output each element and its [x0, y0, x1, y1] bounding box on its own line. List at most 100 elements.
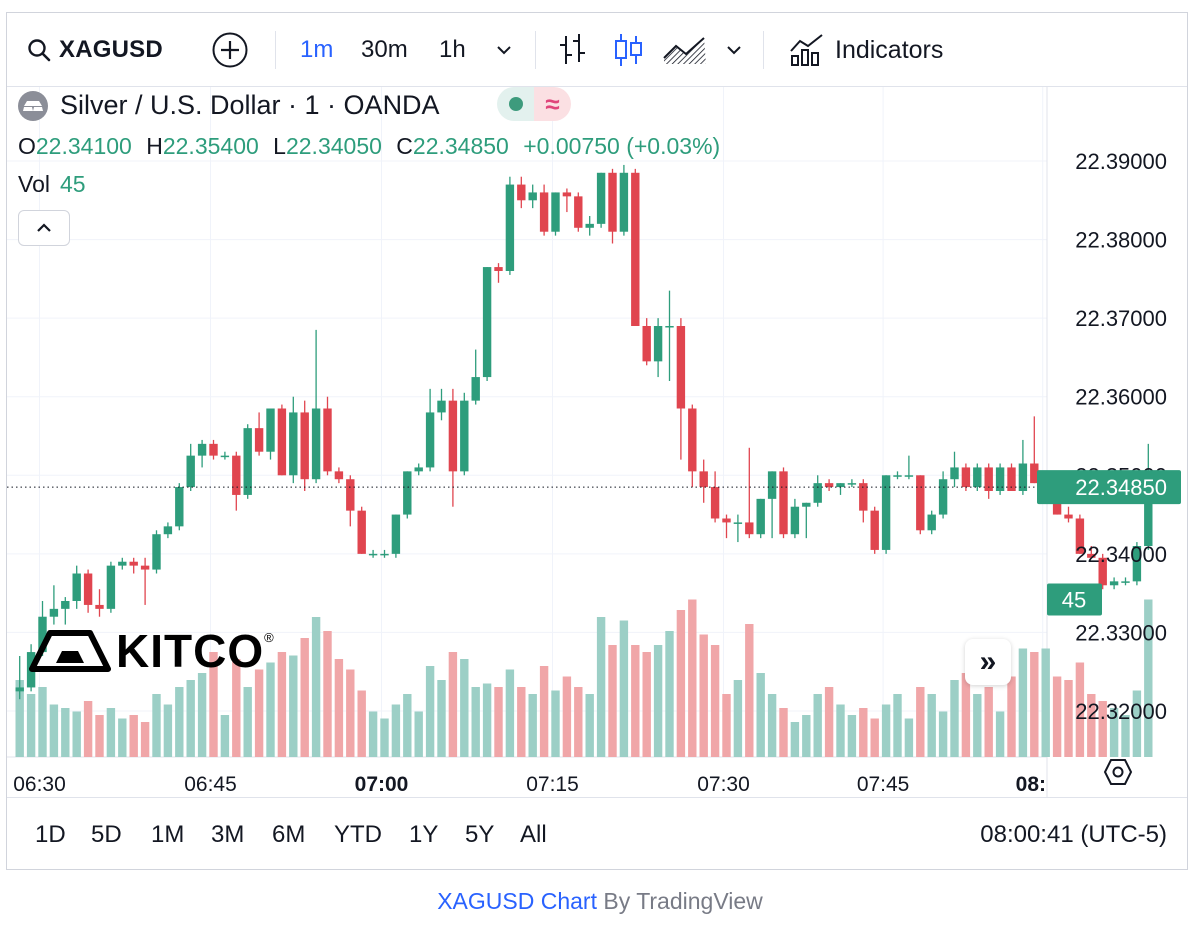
candle-body	[688, 408, 697, 472]
candle-body	[152, 534, 161, 570]
range-1m[interactable]: 1M	[151, 821, 185, 848]
interval-1m[interactable]: 1m	[300, 36, 334, 63]
range-1y[interactable]: 1Y	[409, 821, 439, 848]
low-value: 22.34050	[285, 133, 382, 159]
collapse-legend-button[interactable]	[18, 210, 70, 246]
volume-bar	[710, 645, 720, 757]
candle-body	[995, 467, 1005, 491]
candle-body	[984, 467, 993, 491]
silver-bars-icon	[18, 90, 48, 121]
market-status-pill[interactable]: ≈	[497, 87, 571, 121]
candle-body	[1075, 518, 1085, 554]
volume-bar	[1144, 599, 1153, 757]
volume-bar	[562, 676, 572, 757]
candle-body	[596, 172, 606, 224]
scroll-to-realtime-button[interactable]: »	[965, 639, 1011, 685]
area-style-button[interactable]	[662, 13, 708, 87]
candle-body	[1007, 467, 1016, 491]
range-all[interactable]: All	[520, 821, 547, 848]
volume-bar	[961, 673, 971, 757]
candle-body	[289, 412, 298, 476]
volume-bar	[1132, 690, 1142, 757]
volume-bar	[38, 687, 47, 757]
range-6m[interactable]: 6M	[272, 821, 306, 848]
candle-body	[699, 471, 708, 488]
candle-body	[938, 479, 948, 515]
candle-body	[425, 412, 435, 468]
interval-dropdown[interactable]	[495, 13, 513, 87]
candle-body	[824, 483, 834, 488]
range-3m[interactable]: 3M	[211, 821, 245, 848]
volume-bar	[163, 704, 173, 757]
price-chart[interactable]: 22.3900022.3800022.3700022.3600022.35000…	[7, 87, 1189, 797]
range-5y[interactable]: 5Y	[465, 821, 495, 848]
add-symbol-icon	[212, 32, 248, 68]
volume-bar	[482, 683, 492, 757]
volume-bar	[300, 638, 309, 757]
volume-bar	[836, 704, 845, 757]
candle-body	[448, 400, 458, 472]
candle-body	[175, 487, 184, 527]
candle-body	[562, 192, 572, 197]
volume-bar	[904, 718, 914, 757]
volume-bar	[859, 708, 868, 757]
chart-widget: XAGUSD 1m 30m 1h	[6, 12, 1188, 870]
volume-bar	[505, 669, 515, 757]
candle-body	[665, 326, 674, 328]
volume-bar	[756, 673, 765, 757]
candle-body	[870, 510, 879, 550]
interval-1h[interactable]: 1h	[439, 36, 466, 63]
volume-legend[interactable]: Vol 45	[18, 171, 86, 198]
volume-bar	[277, 652, 287, 757]
candle-body	[904, 475, 914, 477]
time-tick-label: 07:30	[697, 773, 750, 796]
volume-bar	[414, 711, 423, 757]
candles-style-button[interactable]	[613, 13, 645, 87]
compare-symbol-button[interactable]	[211, 13, 249, 87]
series-title: Silver / U.S. Dollar · 1 · OANDA	[60, 90, 440, 120]
candle-body	[277, 408, 287, 476]
attribution: XAGUSD Chart By TradingView	[0, 888, 1200, 915]
high-value: 22.35400	[162, 133, 259, 159]
close-label: C	[396, 133, 413, 159]
range-5d[interactable]: 5D	[91, 821, 122, 848]
candle-body	[106, 565, 116, 609]
range-1d[interactable]: 1D	[35, 821, 66, 848]
candle-body	[859, 483, 868, 511]
indicators-label: Indicators	[835, 35, 944, 64]
volume-bar	[403, 694, 412, 757]
range-ytd[interactable]: YTD	[334, 821, 382, 848]
session-clock[interactable]: 08:00:41 (UTC-5)	[980, 821, 1167, 848]
candle-body	[733, 522, 743, 524]
candle-body	[323, 408, 332, 472]
chart-style-dropdown[interactable]	[725, 13, 743, 87]
indicators-button[interactable]: Indicators	[789, 13, 943, 87]
volume-bar	[938, 711, 948, 757]
candle-chart-icon	[615, 34, 642, 66]
volume-bar	[1087, 694, 1096, 757]
candle-body	[266, 408, 275, 452]
volume-bar	[448, 652, 458, 757]
legend-title[interactable]: Silver / U.S. Dollar · 1 · OANDA	[18, 90, 440, 121]
volume-bar	[813, 694, 822, 757]
time-tick-label: 07:15	[526, 773, 579, 796]
volume-bar	[995, 711, 1005, 757]
volume-bar	[368, 711, 378, 757]
attribution-link[interactable]: XAGUSD Chart	[437, 888, 597, 914]
volume-bar	[152, 694, 161, 757]
candle-body	[1030, 463, 1039, 484]
open-value: 22.34100	[35, 133, 132, 159]
volume-bar	[460, 659, 469, 757]
candle-body	[380, 553, 389, 556]
interval-30m[interactable]: 30m	[361, 36, 408, 63]
chart-settings-button[interactable]	[1103, 757, 1133, 792]
volume-bar	[106, 708, 116, 757]
volume-bar	[197, 673, 207, 757]
price-tick-label: 22.37000	[1075, 306, 1167, 331]
candle-body	[357, 510, 366, 554]
symbol-search[interactable]: XAGUSD	[27, 13, 163, 87]
bars-style-button[interactable]	[557, 13, 589, 87]
kitco-watermark: KITCO ®	[28, 628, 274, 674]
chevron-down-icon	[727, 46, 741, 55]
registered-mark: ®	[264, 630, 274, 645]
